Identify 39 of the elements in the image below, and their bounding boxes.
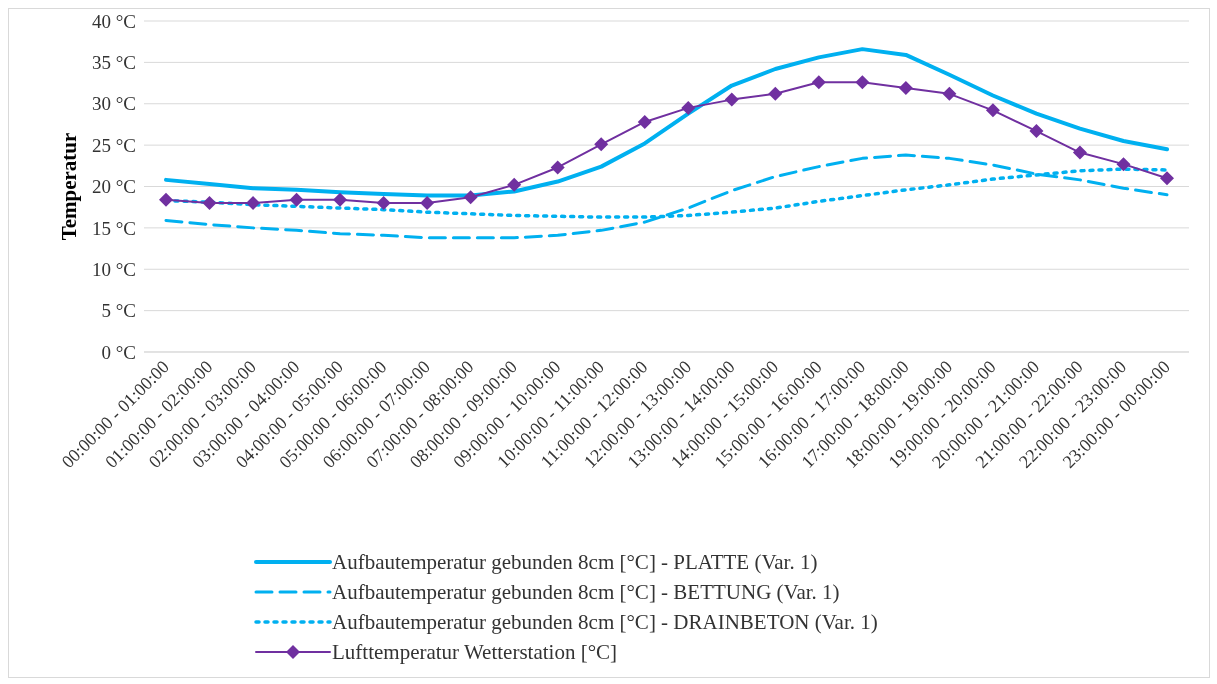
y-tick-label: 5 °C <box>101 300 136 322</box>
legend-label: Lufttemperatur Wetterstation [°C] <box>332 639 618 665</box>
y-tick-label: 40 °C <box>91 10 136 32</box>
point <box>724 92 739 107</box>
y-tick-label: 15 °C <box>91 217 136 239</box>
y-tick-label: 0 °C <box>101 341 136 363</box>
point <box>289 192 304 207</box>
y-tick-label: 30 °C <box>91 93 136 115</box>
point <box>942 86 957 101</box>
point <box>159 192 173 207</box>
point <box>811 75 826 90</box>
legend-label: Aufbautemperatur gebunden 8cm [°C] - BETTUNG (Var. 1) <box>332 579 840 605</box>
point <box>985 103 1000 118</box>
point <box>246 196 261 211</box>
point <box>550 160 565 175</box>
point <box>1160 171 1174 186</box>
y-tick-label: 35 °C <box>91 52 136 74</box>
legend-label: Aufbautemperatur gebunden 8cm [°C] - DRAINBETON (Var. 1) <box>332 609 878 635</box>
point <box>898 81 913 96</box>
y-axis-title: Temperatur <box>57 132 82 241</box>
line-series <box>164 153 1169 240</box>
y-tick-label: 20 °C <box>91 176 136 198</box>
point <box>594 137 609 152</box>
point <box>1029 124 1044 139</box>
point <box>637 114 652 129</box>
point <box>376 196 391 211</box>
point <box>463 190 478 205</box>
point <box>768 86 783 101</box>
point <box>1072 145 1087 160</box>
legend-label: Aufbautemperatur gebunden 8cm [°C] - PLATTE (Var. 1) <box>332 549 818 575</box>
y-tick-label: 10 °C <box>91 258 136 280</box>
point <box>202 196 217 211</box>
point <box>333 192 348 207</box>
point <box>1116 157 1131 172</box>
y-tick-label: 25 °C <box>91 134 136 156</box>
point <box>681 100 696 115</box>
point <box>420 196 435 211</box>
point <box>507 177 522 192</box>
point <box>855 75 870 90</box>
